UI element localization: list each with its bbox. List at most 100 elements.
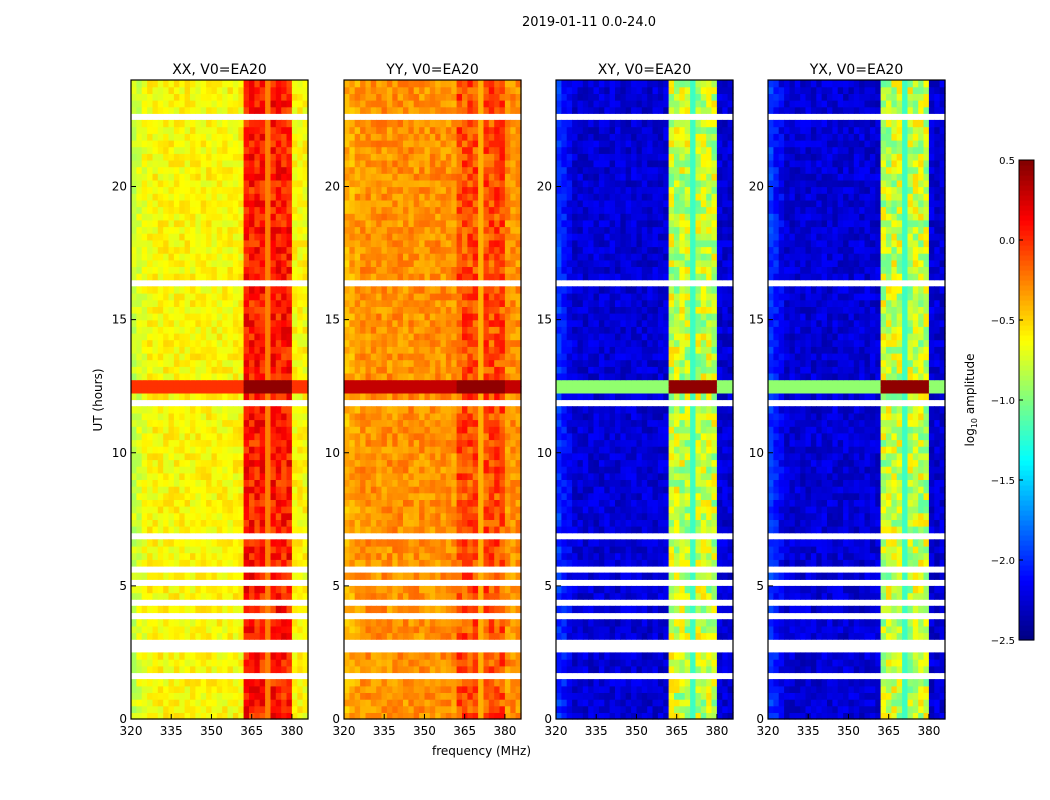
heatmap-cell bbox=[173, 459, 180, 467]
heatmap-cell bbox=[510, 419, 517, 427]
heatmap-cell bbox=[211, 519, 218, 527]
heatmap-cell bbox=[157, 346, 164, 354]
heatmap-cell bbox=[195, 679, 202, 687]
heatmap-cell bbox=[232, 233, 239, 241]
heatmap-cell bbox=[179, 479, 186, 487]
heatmap-cell bbox=[211, 313, 218, 321]
heatmap-cell bbox=[472, 419, 479, 427]
heatmap-cell bbox=[243, 386, 250, 394]
heatmap-cell bbox=[510, 359, 517, 367]
heatmap-cell bbox=[440, 432, 447, 441]
heatmap-cell bbox=[216, 406, 223, 414]
heatmap-cell bbox=[232, 126, 239, 134]
heatmap-cell bbox=[275, 712, 282, 720]
heatmap-cell bbox=[488, 346, 495, 354]
heatmap-cell bbox=[349, 439, 356, 447]
heatmap-cell bbox=[354, 253, 361, 261]
heatmap-cell bbox=[232, 592, 239, 600]
heatmap-cell bbox=[243, 226, 250, 234]
heatmap-cell bbox=[286, 659, 293, 667]
heatmap-cell bbox=[297, 199, 304, 208]
heatmap-cell bbox=[238, 432, 245, 441]
heatmap-cell bbox=[515, 219, 522, 228]
heatmap-cell bbox=[381, 326, 388, 334]
heatmap-cell bbox=[419, 306, 426, 314]
heatmap-cell bbox=[467, 246, 474, 254]
heatmap-cell bbox=[265, 106, 272, 114]
heatmap-cell bbox=[376, 619, 383, 627]
heatmap-cell bbox=[462, 239, 468, 248]
heatmap-cell bbox=[462, 459, 468, 467]
heatmap-cell bbox=[249, 119, 255, 128]
heatmap-cell bbox=[397, 352, 404, 361]
heatmap-cell bbox=[462, 679, 468, 687]
heatmap-cell bbox=[190, 379, 196, 387]
heatmap-cell bbox=[147, 179, 154, 188]
heatmap-cell bbox=[249, 80, 255, 88]
heatmap-cell bbox=[275, 659, 282, 667]
figure-title: 2019-01-11 0.0-24.0 bbox=[522, 15, 656, 30]
heatmap-cell bbox=[499, 426, 506, 434]
heatmap-cell bbox=[435, 339, 442, 347]
heatmap-cell bbox=[190, 100, 196, 108]
heatmap-cell bbox=[259, 446, 266, 454]
heatmap-cell bbox=[238, 346, 245, 354]
heatmap-cell bbox=[222, 592, 229, 600]
heatmap-cell bbox=[131, 106, 137, 114]
heatmap-cell bbox=[365, 466, 372, 474]
heatmap-cell bbox=[392, 439, 399, 447]
heatmap-cell bbox=[397, 452, 404, 461]
heatmap-cell bbox=[211, 352, 218, 361]
heatmap-cell bbox=[238, 512, 245, 520]
heatmap-cell bbox=[344, 659, 350, 667]
heatmap-cell bbox=[392, 213, 399, 221]
heatmap-cell bbox=[344, 552, 350, 560]
heatmap-cell bbox=[483, 585, 490, 594]
heatmap-cell bbox=[131, 346, 137, 354]
heatmap-cell bbox=[302, 552, 309, 560]
heatmap-cell bbox=[408, 665, 415, 674]
heatmap-cell bbox=[200, 539, 207, 547]
heatmap-cell bbox=[141, 512, 148, 520]
heatmap-cell bbox=[131, 452, 137, 461]
heatmap-cell bbox=[291, 492, 298, 500]
heatmap-cell bbox=[515, 712, 522, 720]
heatmap-cell bbox=[173, 80, 180, 88]
heatmap-cell bbox=[216, 146, 223, 154]
heatmap-cell bbox=[206, 193, 213, 201]
heatmap-cell bbox=[243, 625, 250, 634]
heatmap-cell bbox=[147, 705, 154, 713]
heatmap-cell bbox=[168, 339, 175, 347]
heatmap-cell bbox=[206, 339, 213, 347]
heatmap-cell bbox=[429, 592, 436, 600]
heatmap-cell bbox=[211, 379, 218, 387]
heatmap-cell bbox=[302, 559, 309, 567]
heatmap-cell bbox=[344, 366, 350, 374]
heatmap-cell bbox=[424, 306, 431, 314]
heatmap-cell bbox=[179, 146, 186, 154]
heatmap-cell bbox=[472, 506, 479, 514]
heatmap-cell bbox=[462, 665, 468, 674]
heatmap-cell bbox=[456, 319, 463, 327]
heatmap-cell bbox=[354, 472, 361, 480]
heatmap-cell bbox=[227, 239, 234, 248]
heatmap-cell bbox=[206, 126, 213, 134]
heatmap-cell bbox=[494, 386, 501, 394]
heatmap-cell bbox=[206, 219, 213, 228]
heatmap-cell bbox=[222, 139, 229, 148]
heatmap-cell bbox=[270, 552, 277, 560]
heatmap-cell bbox=[440, 299, 447, 307]
heatmap-cell bbox=[365, 486, 372, 494]
heatmap-cell bbox=[456, 539, 463, 547]
heatmap-cell bbox=[173, 293, 180, 301]
heatmap-cell bbox=[392, 419, 399, 427]
heatmap-cell bbox=[232, 459, 239, 467]
heatmap-cell bbox=[249, 339, 255, 347]
heatmap-cell bbox=[429, 346, 436, 354]
heatmap-cell bbox=[297, 619, 304, 627]
heatmap-cell bbox=[386, 346, 393, 354]
heatmap-cell bbox=[392, 293, 399, 301]
heatmap-cell bbox=[472, 459, 479, 467]
heatmap-cell bbox=[249, 106, 255, 114]
heatmap-cell bbox=[360, 379, 367, 387]
